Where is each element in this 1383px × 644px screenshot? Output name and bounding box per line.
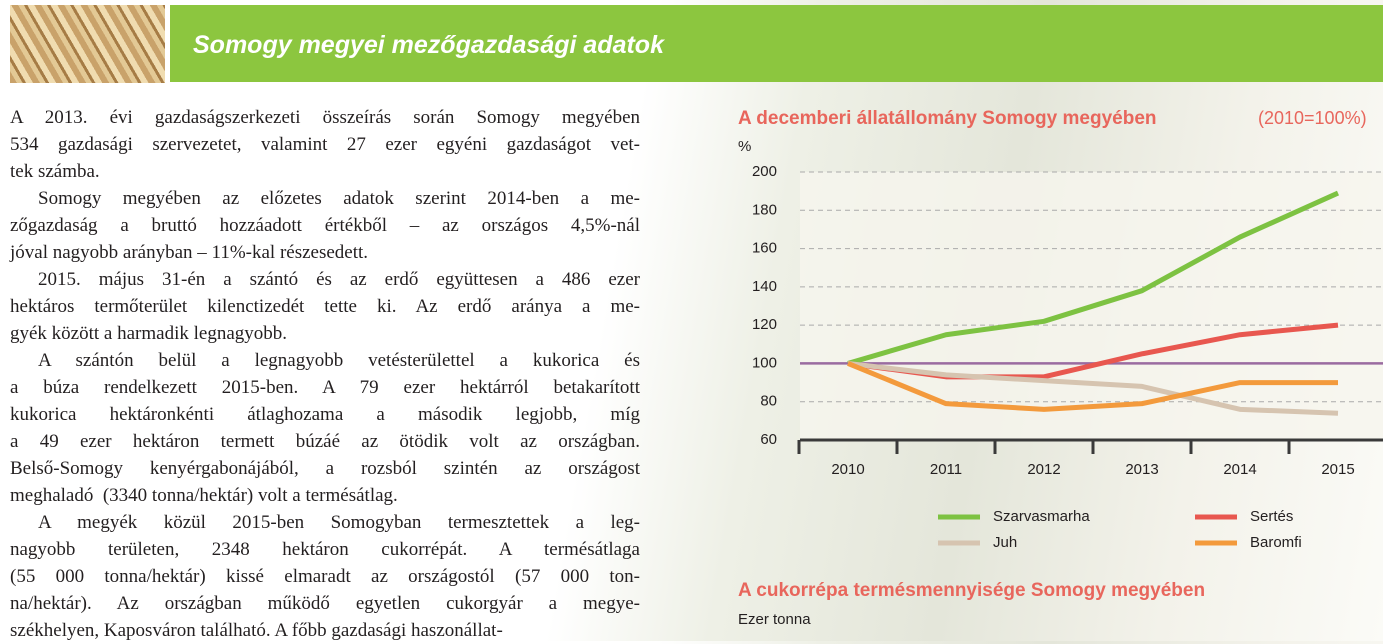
- y-tick-label: 100: [752, 354, 777, 371]
- x-tick-label: 2011: [930, 461, 962, 478]
- x-tick-label: 2013: [1125, 461, 1158, 478]
- y-axis-label: %: [738, 138, 751, 155]
- x-tick-label: 2010: [831, 461, 864, 478]
- chart-title: A decemberi állatállomány Somogy megyébe…: [738, 108, 1157, 129]
- y-tick-label: 180: [752, 201, 777, 218]
- y-tick-label: 120: [752, 316, 777, 333]
- y-tick-label: 60: [760, 431, 777, 448]
- y-tick-label: 200: [752, 163, 777, 180]
- x-tick-label: 2012: [1027, 461, 1060, 478]
- x-tick-label: 2015: [1321, 461, 1354, 478]
- y-tick-label: 80: [760, 393, 777, 410]
- chart: A decemberi állatállomány Somogy megyébe…: [0, 0, 1383, 641]
- next-chart-unit: Ezer tonna: [738, 611, 811, 628]
- chart-subtitle: (2010=100%): [1258, 108, 1367, 128]
- next-chart-title: A cukorrépa termésmennyisége Somogy megy…: [738, 580, 1205, 601]
- legend-label: Baromfi: [1250, 534, 1302, 551]
- y-tick-label: 140: [752, 278, 777, 295]
- legend-label: Szarvasmarha: [993, 508, 1090, 525]
- legend-label: Sertés: [1250, 508, 1293, 525]
- legend-label: Juh: [993, 534, 1017, 551]
- page: Somogy megyei mezőgazdasági adatok A 201…: [0, 0, 1383, 641]
- x-tick-label: 2014: [1223, 461, 1256, 478]
- y-tick-label: 160: [752, 240, 777, 257]
